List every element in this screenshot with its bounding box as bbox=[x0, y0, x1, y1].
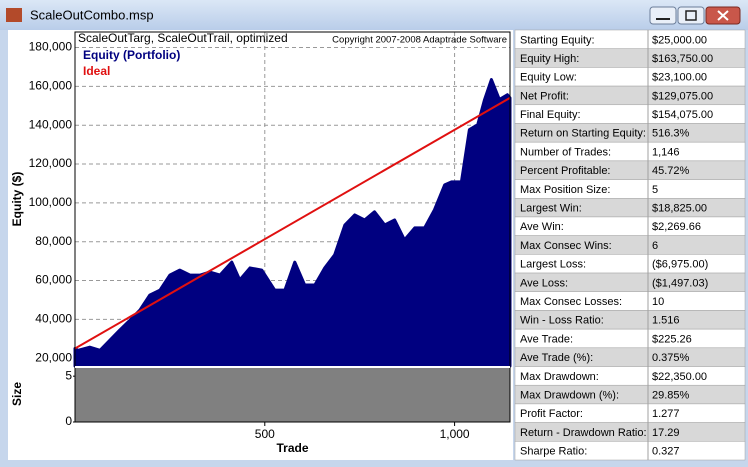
stat-label: Max Position Size: bbox=[520, 184, 610, 196]
y-tick-label: 80,000 bbox=[35, 234, 72, 248]
window-title: ScaleOutCombo.msp bbox=[30, 7, 154, 22]
stat-label: Max Drawdown (%): bbox=[520, 389, 619, 401]
title-bar bbox=[0, 0, 748, 30]
stat-label: Ave Win: bbox=[520, 221, 564, 233]
x-tick-label: 500 bbox=[255, 427, 275, 441]
stat-label: Equity High: bbox=[520, 53, 579, 65]
stat-label: Net Profit: bbox=[520, 90, 569, 102]
stat-label: Final Equity: bbox=[520, 109, 581, 121]
y-tick-label: 120,000 bbox=[29, 156, 73, 170]
stat-value: 1,146 bbox=[652, 146, 680, 158]
ideal-line bbox=[74, 97, 511, 350]
y-tick-label: 60,000 bbox=[35, 273, 72, 287]
y-tick-label: 40,000 bbox=[35, 312, 72, 326]
maximize-button[interactable] bbox=[677, 6, 705, 25]
stat-value: ($1,497.03) bbox=[652, 277, 708, 289]
stat-value: ($6,975.00) bbox=[652, 259, 708, 271]
stat-value: 0.375% bbox=[652, 352, 690, 364]
app-icon bbox=[6, 8, 22, 22]
legend-entry: Equity (Portfolio) bbox=[83, 48, 180, 62]
y-axis-label: Equity ($) bbox=[10, 172, 24, 227]
stat-value: 6 bbox=[652, 240, 658, 252]
stat-value: 17.29 bbox=[652, 427, 680, 439]
stat-value: 1.516 bbox=[652, 315, 680, 327]
stat-label: Max Drawdown: bbox=[520, 371, 599, 383]
stat-value: 10 bbox=[652, 296, 664, 308]
stat-value: $25,000.00 bbox=[652, 34, 707, 46]
stats-table: Starting Equity: $25,000.00 Equity High: $1… bbox=[514, 29, 746, 461]
stat-value: $154,075.00 bbox=[652, 109, 713, 121]
stat-label: Equity Low: bbox=[520, 72, 577, 84]
chart: 20,000 40,000 60,000 80,000 100,000 120,000 14… bbox=[10, 31, 512, 455]
stat-label: Profit Factor: bbox=[520, 408, 583, 420]
stat-label: Number of Trades: bbox=[520, 146, 611, 158]
y-axis-label: Size bbox=[10, 382, 24, 406]
stat-label: Win - Loss Ratio: bbox=[520, 315, 604, 327]
x-tick-label: 1,000 bbox=[440, 427, 470, 441]
size-area bbox=[75, 367, 510, 422]
y-tick-label: 20,000 bbox=[35, 350, 72, 364]
annotation: Copyright 2007-2008 Adaptrade Software bbox=[332, 35, 507, 46]
stat-value: 5 bbox=[652, 184, 658, 196]
stat-label: Return on Starting Equity: bbox=[520, 128, 646, 140]
y-tick-label: 140,000 bbox=[29, 117, 73, 131]
stat-label: Ave Trade (%): bbox=[520, 352, 593, 364]
stat-value: $129,075.00 bbox=[652, 90, 713, 102]
minimize-button[interactable] bbox=[649, 6, 677, 25]
stat-label: Sharpe Ratio: bbox=[520, 446, 587, 458]
chart-title: ScaleOutTarg, ScaleOutTrail, optimized bbox=[78, 31, 288, 45]
stat-value: 45.72% bbox=[652, 165, 690, 177]
stat-value: 516.3% bbox=[652, 128, 690, 140]
stat-label: Percent Profitable: bbox=[520, 165, 611, 177]
stat-label: Ave Loss: bbox=[520, 277, 568, 289]
y-tick-label: 160,000 bbox=[29, 79, 73, 93]
y-tick-label: 0 bbox=[65, 414, 72, 428]
plot-frame bbox=[74, 31, 511, 423]
y-tick-label: 180,000 bbox=[29, 40, 73, 54]
stat-value: $18,825.00 bbox=[652, 203, 707, 215]
stat-label: Ave Trade: bbox=[520, 333, 573, 345]
stat-label: Starting Equity: bbox=[520, 34, 595, 46]
row-bg bbox=[514, 441, 746, 461]
y-tick-label: 100,000 bbox=[29, 195, 73, 209]
maximize-glyph bbox=[685, 10, 697, 21]
x-axis-label: Trade bbox=[276, 441, 308, 455]
stat-label: Largest Win: bbox=[520, 203, 582, 215]
stat-label: Return - Drawdown Ratio: bbox=[520, 427, 647, 439]
stat-label: Max Consec Wins: bbox=[520, 240, 612, 252]
stat-value: $225.26 bbox=[652, 333, 692, 345]
close-glyph bbox=[717, 10, 729, 21]
stat-value: 29.85% bbox=[652, 389, 690, 401]
stat-label: Max Consec Losses: bbox=[520, 296, 622, 308]
stat-value: $23,100.00 bbox=[652, 72, 707, 84]
stat-value: $2,269.66 bbox=[652, 221, 701, 233]
stat-label: Largest Loss: bbox=[520, 259, 586, 271]
stat-value: $22,350.00 bbox=[652, 371, 707, 383]
stat-value: $163,750.00 bbox=[652, 53, 713, 65]
y-tick-label: 5 bbox=[65, 368, 72, 382]
equity-area bbox=[73, 78, 512, 368]
stat-value: 0.327 bbox=[652, 446, 680, 458]
stat-value: 1.277 bbox=[652, 408, 680, 420]
legend-entry: Ideal bbox=[83, 64, 110, 78]
